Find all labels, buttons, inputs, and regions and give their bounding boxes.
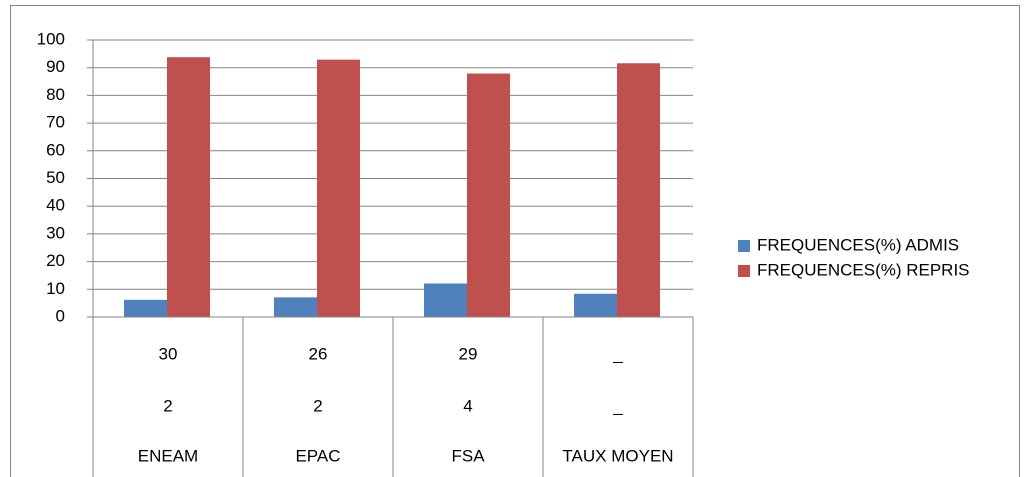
legend-label: FREQUENCES(%) ADMIS [757,235,959,254]
bar [124,299,167,317]
legend-label: FREQUENCES(%) REPRIS [757,260,970,279]
x-tick-label: 2 [163,396,172,415]
y-tick-label: 70 [46,113,65,132]
y-tick-label: 50 [46,168,65,187]
bar [274,297,317,317]
y-tick-label: 20 [46,251,65,270]
y-tick-label: 60 [46,140,65,159]
chart-frame [10,5,1020,477]
y-tick-label: 80 [46,85,65,104]
x-tick-label: 26 [309,344,328,363]
x-tick-label: 2 [313,396,322,415]
x-tick-label: 4 [463,396,472,415]
x-tick-label: ENEAM [138,446,198,465]
y-tick-label: 90 [46,57,65,76]
x-tick-label: 29 [459,344,478,363]
y-tick-label: 40 [46,196,65,215]
y-tick-label: 100 [37,29,65,48]
legend-swatch [738,240,750,252]
y-tick-label: 10 [46,279,65,298]
x-tick-label: 30 [159,344,178,363]
x-tick-label: TAUX MOYEN [562,446,673,465]
x-tick-label: EPAC [295,446,340,465]
bar [167,57,210,317]
x-tick-label: _ [612,344,623,363]
bar [574,293,617,317]
legend-swatch [738,265,750,277]
x-tick-label: FSA [451,446,485,465]
x-tick-label: _ [612,396,623,415]
bar [467,73,510,317]
bar [317,59,360,318]
y-tick-label: 0 [56,306,65,325]
y-tick-label: 30 [46,223,65,242]
bar [617,63,660,317]
bar [424,283,467,317]
